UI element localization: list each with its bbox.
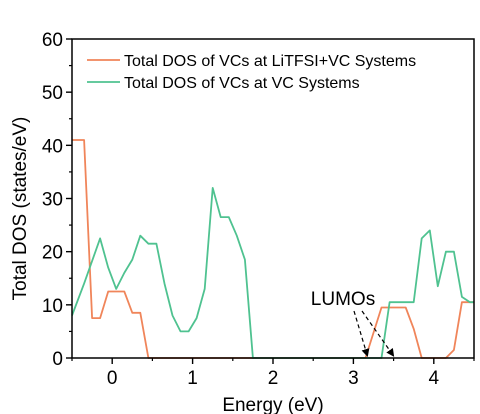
y-tick-label: 10 [42, 296, 63, 317]
series-line-1 [71, 186, 474, 359]
x-tick-label: 2 [268, 368, 279, 389]
x-tick-label: 4 [429, 368, 440, 389]
y-tick-label: 40 [42, 136, 63, 157]
legend-label-litfsi-vc: Total DOS of VCs at LiTFSI+VC Systems [124, 53, 416, 70]
legend: Total DOS of VCs at LiTFSI+VC Systems To… [87, 53, 416, 92]
y-tick-label: 30 [42, 190, 63, 211]
x-tick-label: 3 [348, 368, 359, 389]
legend-label-vc: Total DOS of VCs at VC Systems [124, 75, 360, 92]
y-tick-label: 60 [42, 30, 63, 51]
x-tick-label: 0 [107, 368, 118, 389]
y-axis-label: Total DOS (states/eV) [10, 117, 31, 301]
y-tick-label: 20 [42, 243, 63, 264]
x-tick-label: 1 [187, 368, 198, 389]
series-layer [71, 139, 474, 359]
lumos-annotation: LUMOs [311, 289, 375, 310]
x-axis-label: Energy (eV) [222, 395, 323, 414]
lumo-arrow [353, 310, 370, 357]
series-line-0 [72, 139, 474, 359]
annotation-layer: LUMOs [311, 289, 395, 357]
lumo-arrow [361, 310, 395, 357]
y-tick-label: 50 [42, 83, 63, 104]
y-tick-label: 0 [52, 349, 63, 370]
